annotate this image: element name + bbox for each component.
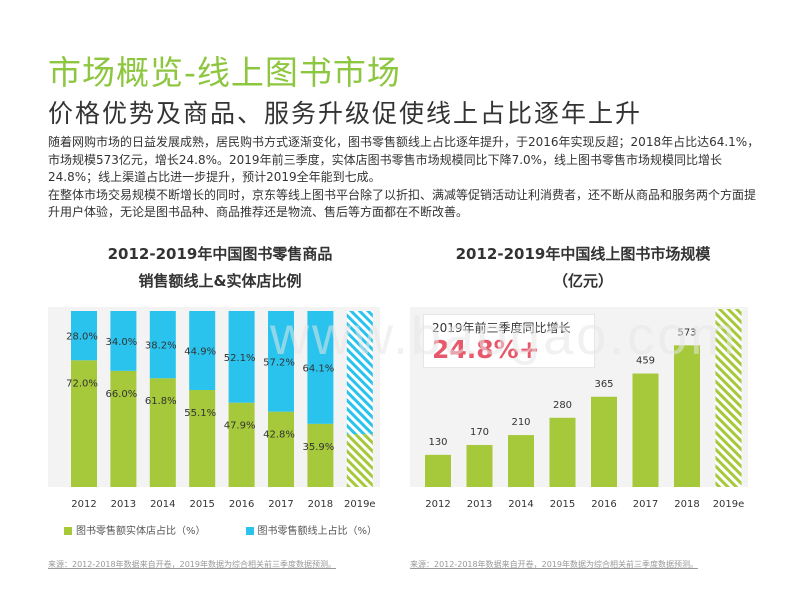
right-chart-title-line1: 2012-2019年中国线上图书市场规模 <box>455 245 711 263</box>
label-online-2014: 38.2% <box>145 341 177 352</box>
x-tick-2013: 2013 <box>111 499 136 510</box>
page-subtitle: 价格优势及商品、服务升级促使线上占比逐年上升 <box>48 99 643 128</box>
left-chart-title-line1: 2012-2019年中国图书零售商品 <box>107 245 333 263</box>
bar-size-2018 <box>674 345 700 487</box>
right-chart: 130 2012 170 2013 210 2014 280 2015 365 2016 459 20… <box>425 309 745 510</box>
bar-offline-2014 <box>149 378 176 487</box>
label-online-2015: 44.9% <box>184 347 216 358</box>
x-tick-2014: 2014 <box>150 499 175 510</box>
bar-size-2014 <box>508 435 534 487</box>
label-size-2014: 210 <box>511 417 530 428</box>
left-chart-title: 2012-2019年中国图书零售商品 销售额线上&实体店比例 <box>60 241 380 295</box>
label-size-2017: 459 <box>636 356 655 367</box>
label-offline-2017: 42.8% <box>263 430 295 441</box>
x-tick-2013: 2013 <box>467 499 492 510</box>
bar-online-2019e <box>346 311 373 435</box>
bar-online-2014 <box>149 311 176 379</box>
right-chart-title-line2: （亿元） <box>552 272 613 290</box>
label-online-2013: 34.0% <box>106 337 138 348</box>
left-chart-legend: 图书零售额实体店占比（%） 图书零售额线上占比（%） <box>64 522 417 537</box>
left-chart-title-line2: 销售额线上&实体店比例 <box>138 272 302 290</box>
bar-size-2013 <box>466 444 493 487</box>
bar-online-2016 <box>228 311 255 403</box>
legend-item-online: 图书零售额线上占比（%） <box>245 526 378 537</box>
left-chart-source: 来源：2012-2018年数据来自开卷，2019年数据为综合相关前三季度数据预测… <box>48 560 336 569</box>
label-offline-2014: 61.8% <box>145 396 177 407</box>
growth-callout: 2019年前三季度同比增长 24.8%+ <box>423 314 595 368</box>
x-tick-2015: 2015 <box>189 499 214 510</box>
label-offline-2012: 72.0% <box>66 378 98 389</box>
bar-size-2016 <box>591 396 617 487</box>
bar-offline-2012 <box>71 360 97 487</box>
label-offline-2015: 55.1% <box>184 408 216 419</box>
label-online-2018: 64.1% <box>303 363 335 374</box>
legend-item-offline: 图书零售额实体店占比（%） <box>64 526 206 537</box>
label-size-2012: 130 <box>428 437 447 448</box>
x-tick-2017: 2017 <box>268 499 293 510</box>
label-offline-2016: 47.9% <box>224 421 256 432</box>
bar-offline-2015 <box>189 390 216 487</box>
left-chart: 72.0% 28.0% 2012 66.0% 34.0% 2013 61.8% 38.2% 20… <box>66 311 376 510</box>
label-size-2018: 573 <box>677 327 696 338</box>
x-tick-2016: 2016 <box>591 499 616 510</box>
growth-callout-value: 24.8%+ <box>432 335 540 364</box>
legend-label-online: 图书零售额线上占比（%） <box>257 526 378 537</box>
watermark: www.baogao.com <box>270 306 739 366</box>
legend-label-offline: 图书零售额实体店占比（%） <box>76 526 206 537</box>
x-tick-2012: 2012 <box>425 499 450 510</box>
bar-online-2015 <box>189 311 216 391</box>
label-offline-2018: 35.9% <box>303 442 335 453</box>
legend-swatch-online <box>245 527 254 535</box>
bar-offline-2019e <box>346 434 373 487</box>
x-tick-2015: 2015 <box>550 499 575 510</box>
label-size-2013: 170 <box>470 427 489 438</box>
bar-online-2018 <box>307 311 334 424</box>
x-tick-2018: 2018 <box>674 499 699 510</box>
body-text: 随着网购市场的日益发展成熟，居民购书方式逐渐变化，图书零售额线上占比逐年提升，于… <box>48 134 760 222</box>
x-tick-2017: 2017 <box>633 499 658 510</box>
label-size-2015: 280 <box>553 400 572 411</box>
x-tick-2019e: 2019e <box>344 499 376 510</box>
right-chart-title: 2012-2019年中国线上图书市场规模 （亿元） <box>418 241 748 295</box>
growth-callout-label: 2019年前三季度同比增长 <box>432 321 571 335</box>
bar-online-2013 <box>110 311 137 371</box>
x-tick-2016: 2016 <box>229 499 254 510</box>
x-tick-2014: 2014 <box>508 499 533 510</box>
x-tick-2018: 2018 <box>308 499 333 510</box>
bar-size-2012 <box>425 454 451 487</box>
paragraph-2: 在整体市场交易规模不断增长的同时，京东等线上图书平台除了以折扣、满减等促销活动让… <box>48 187 757 220</box>
label-size-2016: 365 <box>594 379 613 390</box>
label-online-2016: 52.1% <box>224 353 256 364</box>
bar-offline-2018 <box>307 423 334 487</box>
bar-online-2017 <box>268 311 294 412</box>
bar-offline-2016 <box>228 402 255 487</box>
right-chart-source: 来源：2012-2018年数据来自开卷，2019年数据为综合相关前三季度数据预测… <box>410 560 698 569</box>
bar-size-2019e <box>715 309 742 487</box>
bar-online-2012 <box>71 311 97 361</box>
x-tick-2012: 2012 <box>71 499 96 510</box>
legend-swatch-offline <box>64 527 72 535</box>
x-tick-2019e: 2019e <box>713 499 745 510</box>
bar-size-2017 <box>632 373 659 487</box>
label-online-2017: 57.2% <box>263 357 295 368</box>
bar-offline-2017 <box>268 411 294 487</box>
paragraph-1: 随着网购市场的日益发展成熟，居民购书方式逐渐变化，图书零售额线上占比逐年提升，于… <box>48 135 760 184</box>
bar-offline-2013 <box>110 370 137 487</box>
bar-size-2015 <box>549 417 576 487</box>
label-offline-2013: 66.0% <box>106 389 138 400</box>
label-online-2012: 28.0% <box>66 332 98 343</box>
page-title: 市场概览-线上图书市场 <box>48 53 401 92</box>
